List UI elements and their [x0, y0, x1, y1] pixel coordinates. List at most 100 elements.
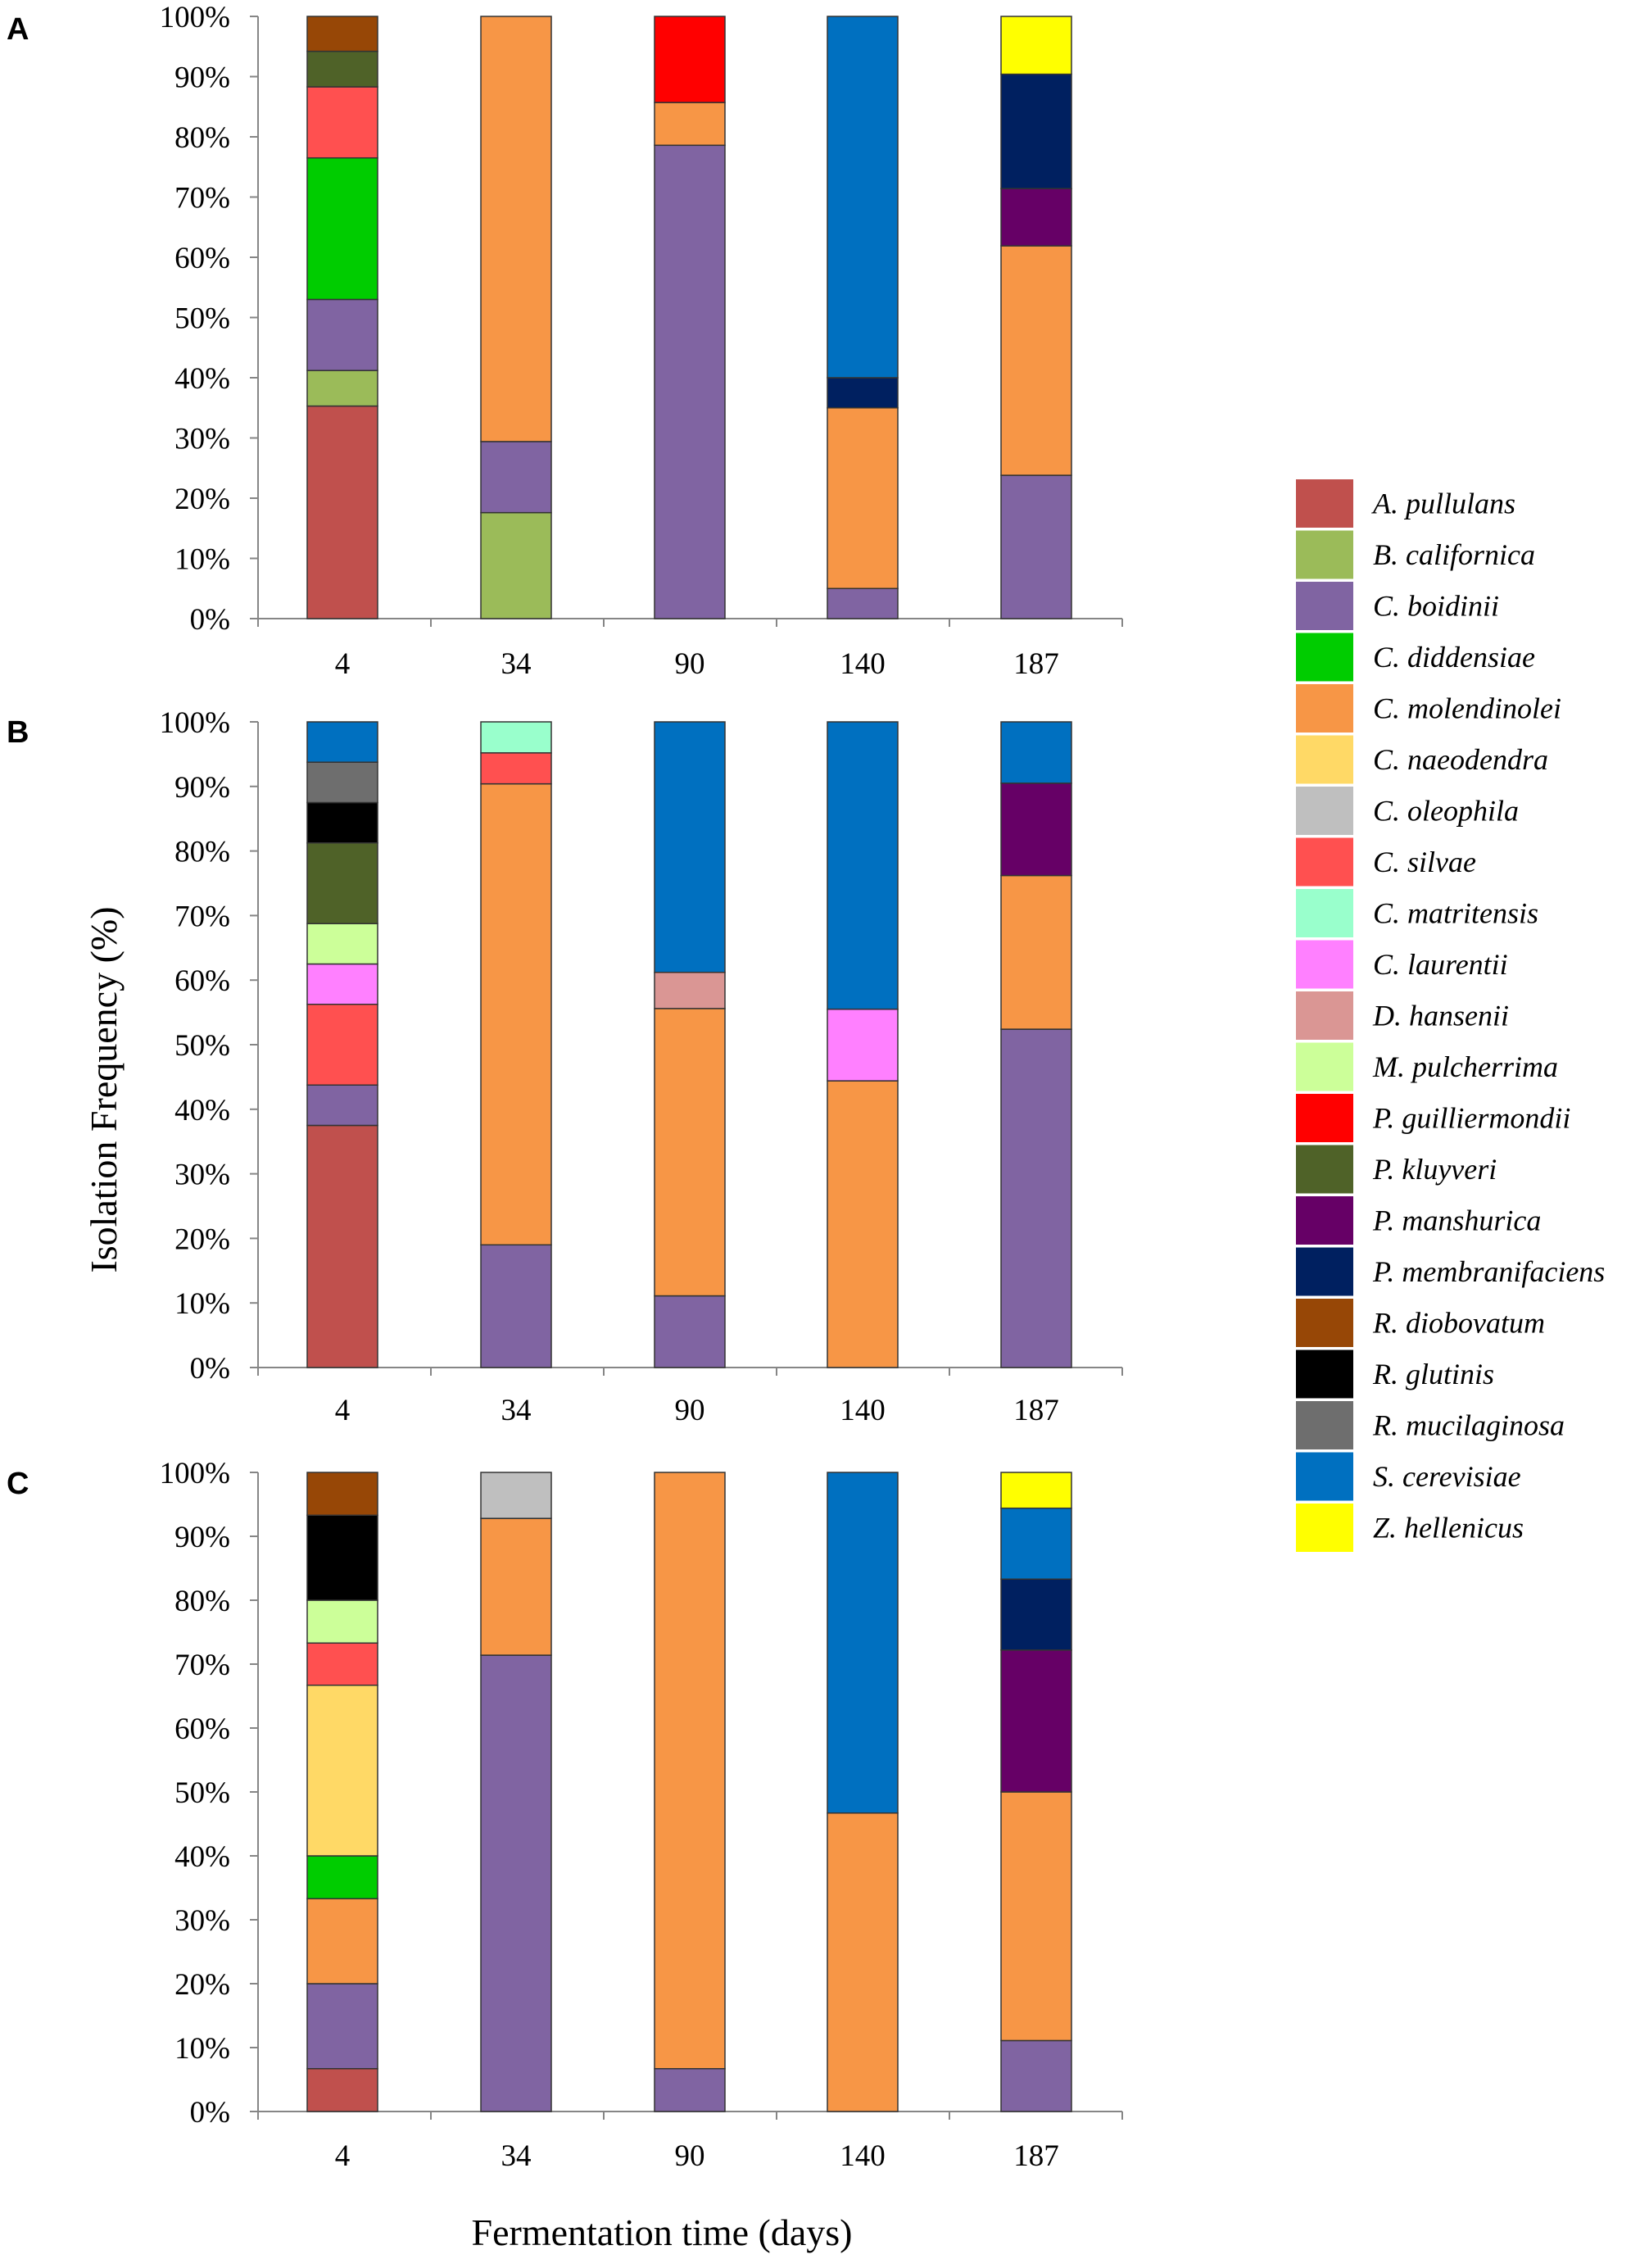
- bar-c-187: [1000, 1472, 1072, 2112]
- legend-label: C. silvae: [1373, 846, 1476, 878]
- legend-label: P. manshurica: [1372, 1204, 1541, 1237]
- bar-segment-c-boidinii: [1000, 474, 1072, 619]
- x-tick-label: 140: [840, 1394, 886, 1427]
- legend-item-p-manshurica: P. manshurica: [1296, 1196, 1541, 1245]
- legend-label: D. hansenii: [1372, 1000, 1509, 1032]
- x-tick-label: 4: [335, 647, 351, 681]
- y-axis-title: Isolation Frequency (%): [83, 906, 125, 1272]
- x-tick-label: 140: [840, 2139, 886, 2173]
- legend-item-b-californica: B. californica: [1296, 530, 1535, 579]
- legend-swatch: [1296, 787, 1353, 835]
- legend-label: C. naeodendra: [1373, 743, 1548, 776]
- panel-b: B 0% 10% 20% 30% 40% 50% 60% 70% 80% 90% 100% 4 34 90 1…: [7, 706, 1123, 1427]
- legend-swatch: [1296, 991, 1353, 1040]
- y-tick-label: 40%: [174, 1094, 230, 1127]
- x-tick-label: 90: [675, 1394, 705, 1427]
- y-tick-label: 40%: [174, 1840, 230, 1874]
- bar-segment-c-boidinii: [306, 1084, 378, 1127]
- bar-segment-a-pullulans: [306, 405, 378, 619]
- x-tick-label: 140: [840, 647, 886, 681]
- legend-swatch: [1296, 582, 1353, 630]
- legend-item-p-membranifaciens: P. membranifaciens: [1296, 1247, 1605, 1296]
- legend-item-c-matritensis: C. matritensis: [1296, 889, 1538, 937]
- bar-segment-c-laurentii: [306, 963, 378, 1005]
- legend-label: S. cerevisiae: [1373, 1460, 1521, 1493]
- bar-segment-s-cerevisiae: [1000, 721, 1072, 784]
- bar-b-140: [827, 721, 899, 1368]
- bar-segment-z-hellenicus: [1000, 1472, 1072, 1509]
- legend-item-c-diddensiae: C. diddensiae: [1296, 633, 1535, 682]
- y-tick-label: 80%: [174, 121, 230, 155]
- bar-segment-c-silvae: [306, 1642, 378, 1686]
- bar-segment-c-boidinii: [480, 1654, 552, 2112]
- legend-item-d-hansenii: D. hansenii: [1296, 991, 1509, 1040]
- legend-swatch: [1296, 1042, 1353, 1091]
- legend-label: R. glutinis: [1372, 1358, 1494, 1390]
- legend-swatch: [1296, 1299, 1353, 1347]
- bar-segment-c-diddensiae: [306, 156, 378, 301]
- bar-segment-r-diobovatum: [306, 1472, 378, 1517]
- legend-swatch: [1296, 1094, 1353, 1142]
- legend-swatch: [1296, 1401, 1353, 1449]
- y-tick-label: 20%: [174, 483, 230, 516]
- y-tick-label: 40%: [174, 362, 230, 396]
- x-tick-label: 34: [501, 647, 532, 681]
- y-tick-label: 10%: [174, 1287, 230, 1321]
- bar-segment-p-membranifaciens: [827, 377, 899, 409]
- bar-a-34: [480, 16, 552, 619]
- legend-item-c-oleophila: C. oleophila: [1296, 787, 1519, 835]
- bar-segment-c-boidinii: [306, 298, 378, 371]
- bar-segment-c-silvae: [306, 86, 378, 159]
- bar-segment-c-molendinolei: [654, 1008, 726, 1297]
- legend-item-c-naeodendra: C. naeodendra: [1296, 735, 1548, 784]
- bar-segment-c-molendinolei: [1000, 874, 1072, 1030]
- bar-segment-m-pulcherrima: [306, 923, 378, 965]
- bar-segment-b-californica: [306, 370, 378, 407]
- legend-label: Z. hellenicus: [1373, 1512, 1524, 1545]
- bar-segment-p-manshurica: [1000, 782, 1072, 877]
- bar-segment-c-boidinii: [654, 144, 726, 619]
- bar-segment-c-molendinolei: [480, 1517, 552, 1656]
- bar-segment-c-silvae: [306, 1004, 378, 1086]
- bar-segment-c-molendinolei: [1000, 1791, 1072, 2042]
- legend-swatch: [1296, 1247, 1353, 1296]
- y-tick-label: 70%: [174, 182, 230, 215]
- legend-swatch: [1296, 684, 1353, 733]
- legend-label: R. diobovatum: [1372, 1307, 1545, 1340]
- legend-label: A. pullulans: [1371, 488, 1515, 520]
- legend-swatch: [1296, 1349, 1353, 1399]
- x-tick-label: 4: [335, 2139, 351, 2173]
- bar-segment-p-kluyveri: [306, 50, 378, 88]
- bar-segment-s-cerevisiae: [1000, 1507, 1072, 1581]
- x-tick-label: 90: [675, 2139, 705, 2173]
- y-tick-label: 70%: [174, 1649, 230, 1682]
- bar-segment-s-cerevisiae: [654, 721, 726, 973]
- legend-label: C. laurentii: [1373, 948, 1508, 981]
- bar-segment-c-boidinii: [827, 587, 899, 619]
- legend-item-s-cerevisiae: S. cerevisiae: [1296, 1452, 1521, 1501]
- bar-segment-c-boidinii: [654, 1295, 726, 1368]
- y-tick-label: 10%: [174, 2032, 230, 2066]
- bar-segment-c-molendinolei: [480, 782, 552, 1246]
- bar-segment-p-kluyveri: [306, 842, 378, 924]
- y-tick-label: 90%: [174, 771, 230, 805]
- panel-a: A 0% 10% 20% 30% 40% 50% 60% 70% 80% 90% 100% 4 34 90 1…: [7, 1, 1123, 681]
- bar-segment-c-boidinii: [306, 1983, 378, 2070]
- y-tick-label: 10%: [174, 543, 230, 577]
- bar-segment-p-guilliermondii: [654, 16, 726, 103]
- bar-segment-c-oleophila: [480, 1472, 552, 1519]
- bar-b-187: [1000, 721, 1072, 1368]
- legend-swatch: [1296, 1504, 1353, 1552]
- legend-label: C. oleophila: [1373, 795, 1519, 828]
- legend-swatch: [1296, 735, 1353, 784]
- bar-segment-c-molendinolei: [1000, 245, 1072, 476]
- bar-segment-c-silvae: [480, 752, 552, 785]
- y-tick-label: 60%: [174, 964, 230, 998]
- bar-segment-p-manshurica: [1000, 188, 1072, 247]
- legend-item-m-pulcherrima: M. pulcherrima: [1296, 1042, 1558, 1091]
- bar-a-4: [306, 16, 378, 619]
- bar-segment-c-boidinii: [1000, 1028, 1072, 1368]
- bar-segment-a-pullulans: [306, 2067, 378, 2112]
- bar-segment-s-cerevisiae: [827, 1472, 899, 1814]
